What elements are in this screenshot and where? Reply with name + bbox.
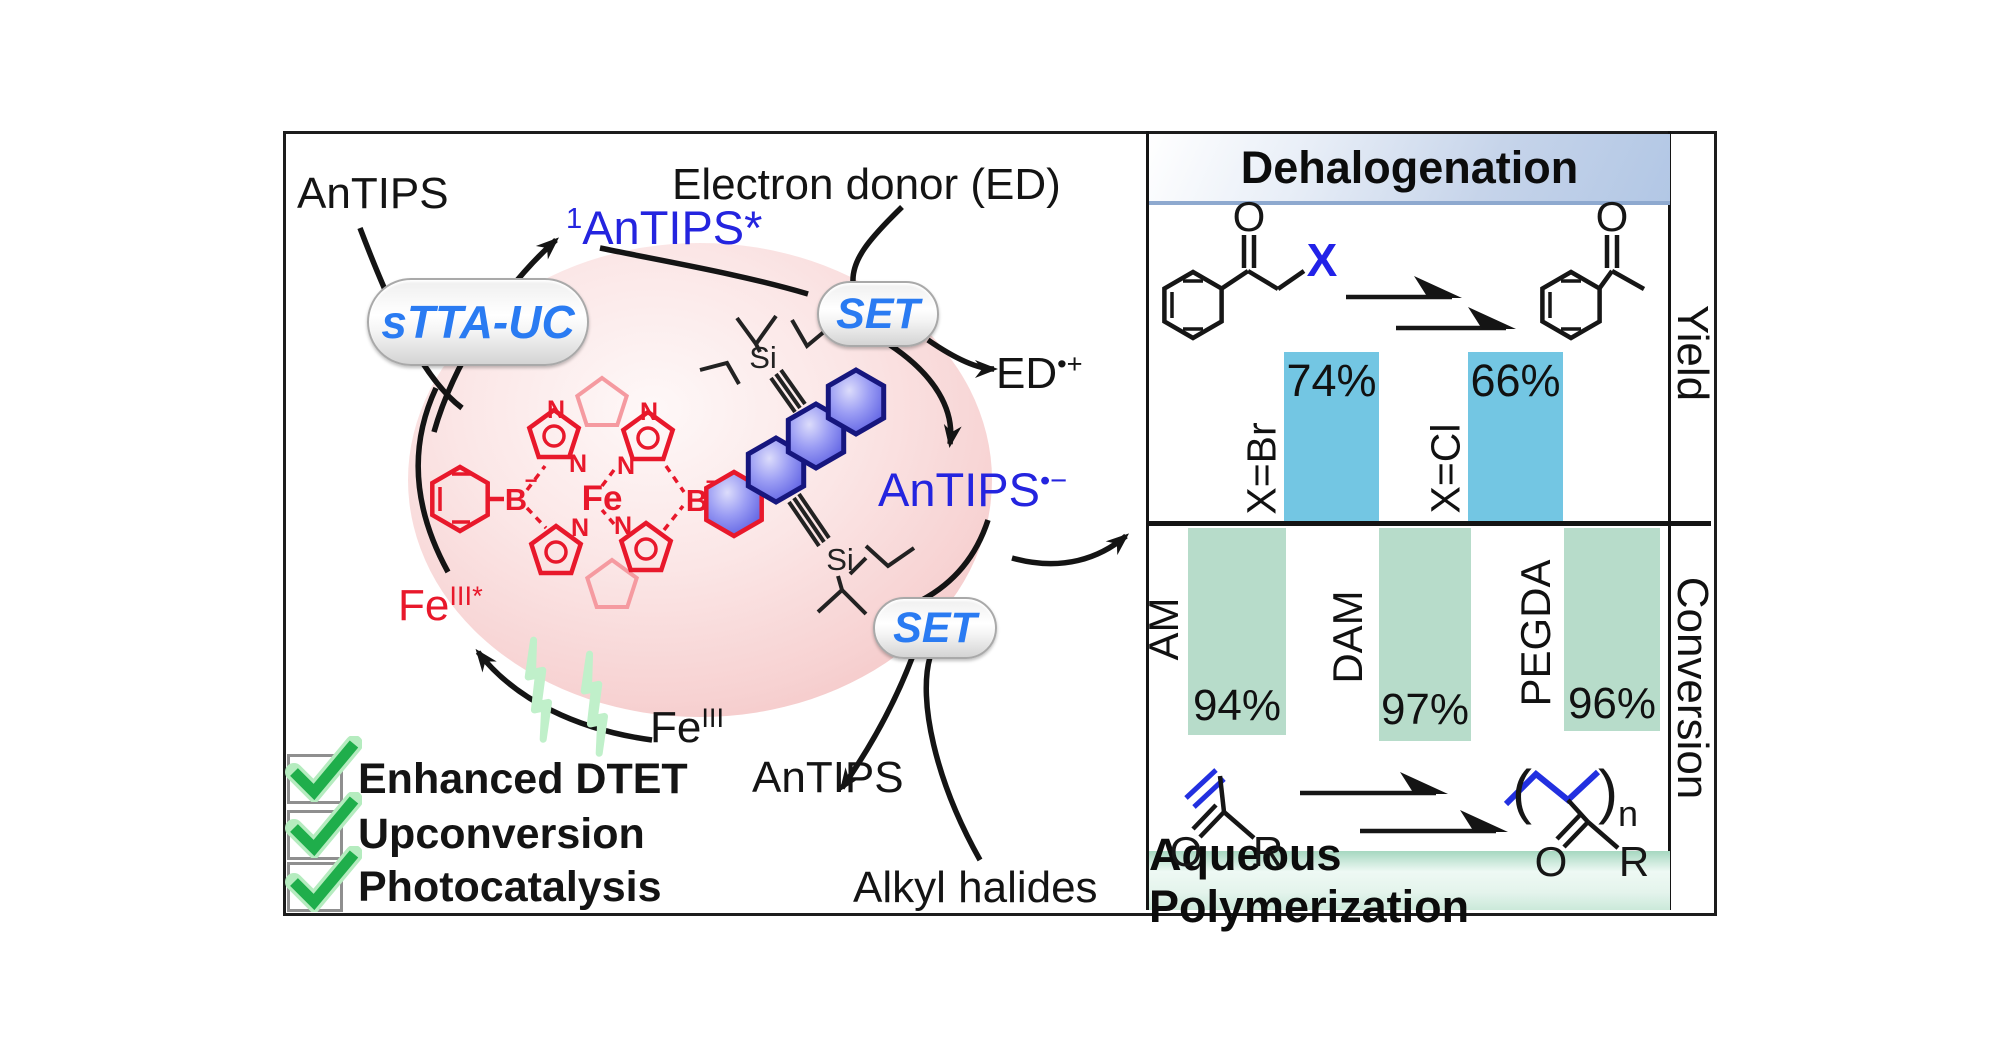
arrow-set-to-edcation xyxy=(926,337,998,378)
light-bolts-icon xyxy=(524,636,609,757)
carbonyl-o-label: O xyxy=(1596,193,1629,240)
section-divider xyxy=(1146,521,1711,526)
checkmark-icon xyxy=(285,736,362,802)
carbonyl-o-label: O xyxy=(1233,193,1266,240)
conversion-value-am: 94% xyxy=(1192,681,1282,730)
yield-bar-br xyxy=(1284,352,1379,523)
paren-left: ( xyxy=(1512,758,1532,825)
svg-text:N: N xyxy=(571,514,589,542)
arrow-ed-to-set xyxy=(850,205,904,283)
svg-text:N: N xyxy=(547,396,565,424)
svg-text:Fe: Fe xyxy=(582,479,623,518)
checklist-item-enhanced-dtet: Enhanced DTET xyxy=(358,755,688,803)
right-panel-right-border xyxy=(1668,131,1671,910)
right-panel-left-border xyxy=(1146,131,1149,910)
antips-structure: Si Si xyxy=(699,314,916,616)
fe-complex-structure xyxy=(430,375,710,609)
arrow-set2-to-antips xyxy=(839,657,915,792)
arc-singlet-to-set xyxy=(599,245,809,297)
aqueous-polymerization-header: Aqueous Polymerization xyxy=(1149,829,1670,932)
conversion-bar-pegda xyxy=(1564,528,1660,731)
stta-uc-badge: sTTA-UC xyxy=(367,278,589,366)
arrow-festar-to-sttauc xyxy=(415,386,451,574)
conversion-cat-dam: DAM xyxy=(1324,590,1371,684)
svg-text:Si: Si xyxy=(826,542,854,577)
conversion-value-pegda: 96% xyxy=(1567,679,1657,728)
aqueous-polymerization-title: Aqueous Polymerization xyxy=(1149,828,1470,932)
dehalogenation-title: Dehalogenation xyxy=(1240,141,1579,193)
monomer-o-label: O xyxy=(1170,828,1203,875)
arrow-alkyl-to-set2 xyxy=(923,656,983,862)
yield-bar-cl xyxy=(1468,352,1563,523)
polymer-o-label: O xyxy=(1535,838,1568,885)
svg-text:N: N xyxy=(640,398,658,426)
arrow-antipsanion-to-set2 xyxy=(920,519,991,603)
conversion-bar-am xyxy=(1188,528,1286,735)
yield-value-cl: 66% xyxy=(1470,355,1561,406)
conversion-axis-label: Conversion xyxy=(1668,576,1717,800)
dehalogenation-scheme xyxy=(1162,235,1646,341)
svg-text:−: − xyxy=(525,468,538,493)
svg-text:Si: Si xyxy=(749,340,777,375)
checkmark-icon xyxy=(285,846,362,912)
conversion-value-dam: 97% xyxy=(1380,685,1470,734)
svg-text:N: N xyxy=(569,450,587,478)
paren-right: ) xyxy=(1598,758,1618,825)
checklist-item-upconversion: Upconversion xyxy=(358,810,645,858)
svg-text:N: N xyxy=(614,512,632,540)
conversion-cat-pegda: PEGDA xyxy=(1512,559,1559,707)
halide-x-label: X xyxy=(1307,234,1338,286)
svg-text:B: B xyxy=(505,482,527,517)
yield-value-br: 74% xyxy=(1286,355,1377,406)
yield-axis-label: Yield xyxy=(1668,304,1717,402)
yield-cat-br: X=Br xyxy=(1238,422,1285,515)
electron-donor-label: Electron donor (ED) xyxy=(672,160,1061,209)
ed-radical-label: ED•+ xyxy=(996,348,1083,398)
checklist-item-photocatalysis: Photocatalysis xyxy=(358,863,662,911)
svg-text:B: B xyxy=(686,483,708,518)
svg-text:N: N xyxy=(617,452,635,480)
polymer-r-label: R xyxy=(1619,838,1649,885)
singlet-antips-label: 1AnTIPS* xyxy=(566,201,763,254)
set-badge-top: SET xyxy=(817,281,939,347)
set-badge-bottom: SET xyxy=(873,597,997,659)
antips-bottom-label: AnTIPS xyxy=(752,753,904,802)
fe-ground-label: FeIII xyxy=(650,702,725,752)
monomer-r-label: R xyxy=(1253,828,1283,875)
fe-complex-atom-labels: B − Fe B − N N N N N N xyxy=(505,396,719,542)
repeat-n-label: n xyxy=(1618,793,1638,834)
antips-radical-label: AnTIPS•− xyxy=(878,463,1068,516)
yield-cat-cl: X=Cl xyxy=(1422,423,1469,514)
checkmark-icon xyxy=(285,792,362,858)
antips-top-label: AnTIPS xyxy=(297,169,449,218)
polymerization-scheme xyxy=(1184,768,1620,850)
dehalogenation-header: Dehalogenation xyxy=(1149,134,1670,205)
alkyl-halides-label: Alkyl halides xyxy=(853,863,1098,912)
arrow-fe-to-festar xyxy=(475,648,653,743)
arrow-anion-to-panel xyxy=(1011,533,1130,567)
fe-excited-label: FeIII* xyxy=(398,580,483,630)
conversion-cat-am: AM xyxy=(1140,597,1187,661)
conversion-bar-dam xyxy=(1379,528,1471,741)
arrow-set-to-antipsanion xyxy=(888,342,962,448)
